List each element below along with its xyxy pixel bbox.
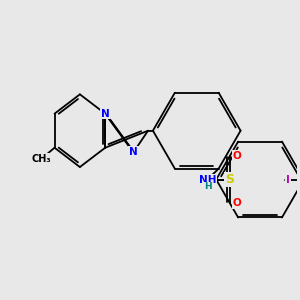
Text: CH₃: CH₃ bbox=[32, 154, 51, 164]
Text: O: O bbox=[233, 151, 242, 161]
Text: NH: NH bbox=[199, 175, 216, 184]
Text: I: I bbox=[286, 175, 290, 184]
Text: O: O bbox=[233, 198, 242, 208]
Text: N: N bbox=[101, 109, 110, 119]
Text: H: H bbox=[204, 182, 211, 191]
Text: N: N bbox=[129, 147, 138, 157]
Text: S: S bbox=[225, 173, 234, 186]
